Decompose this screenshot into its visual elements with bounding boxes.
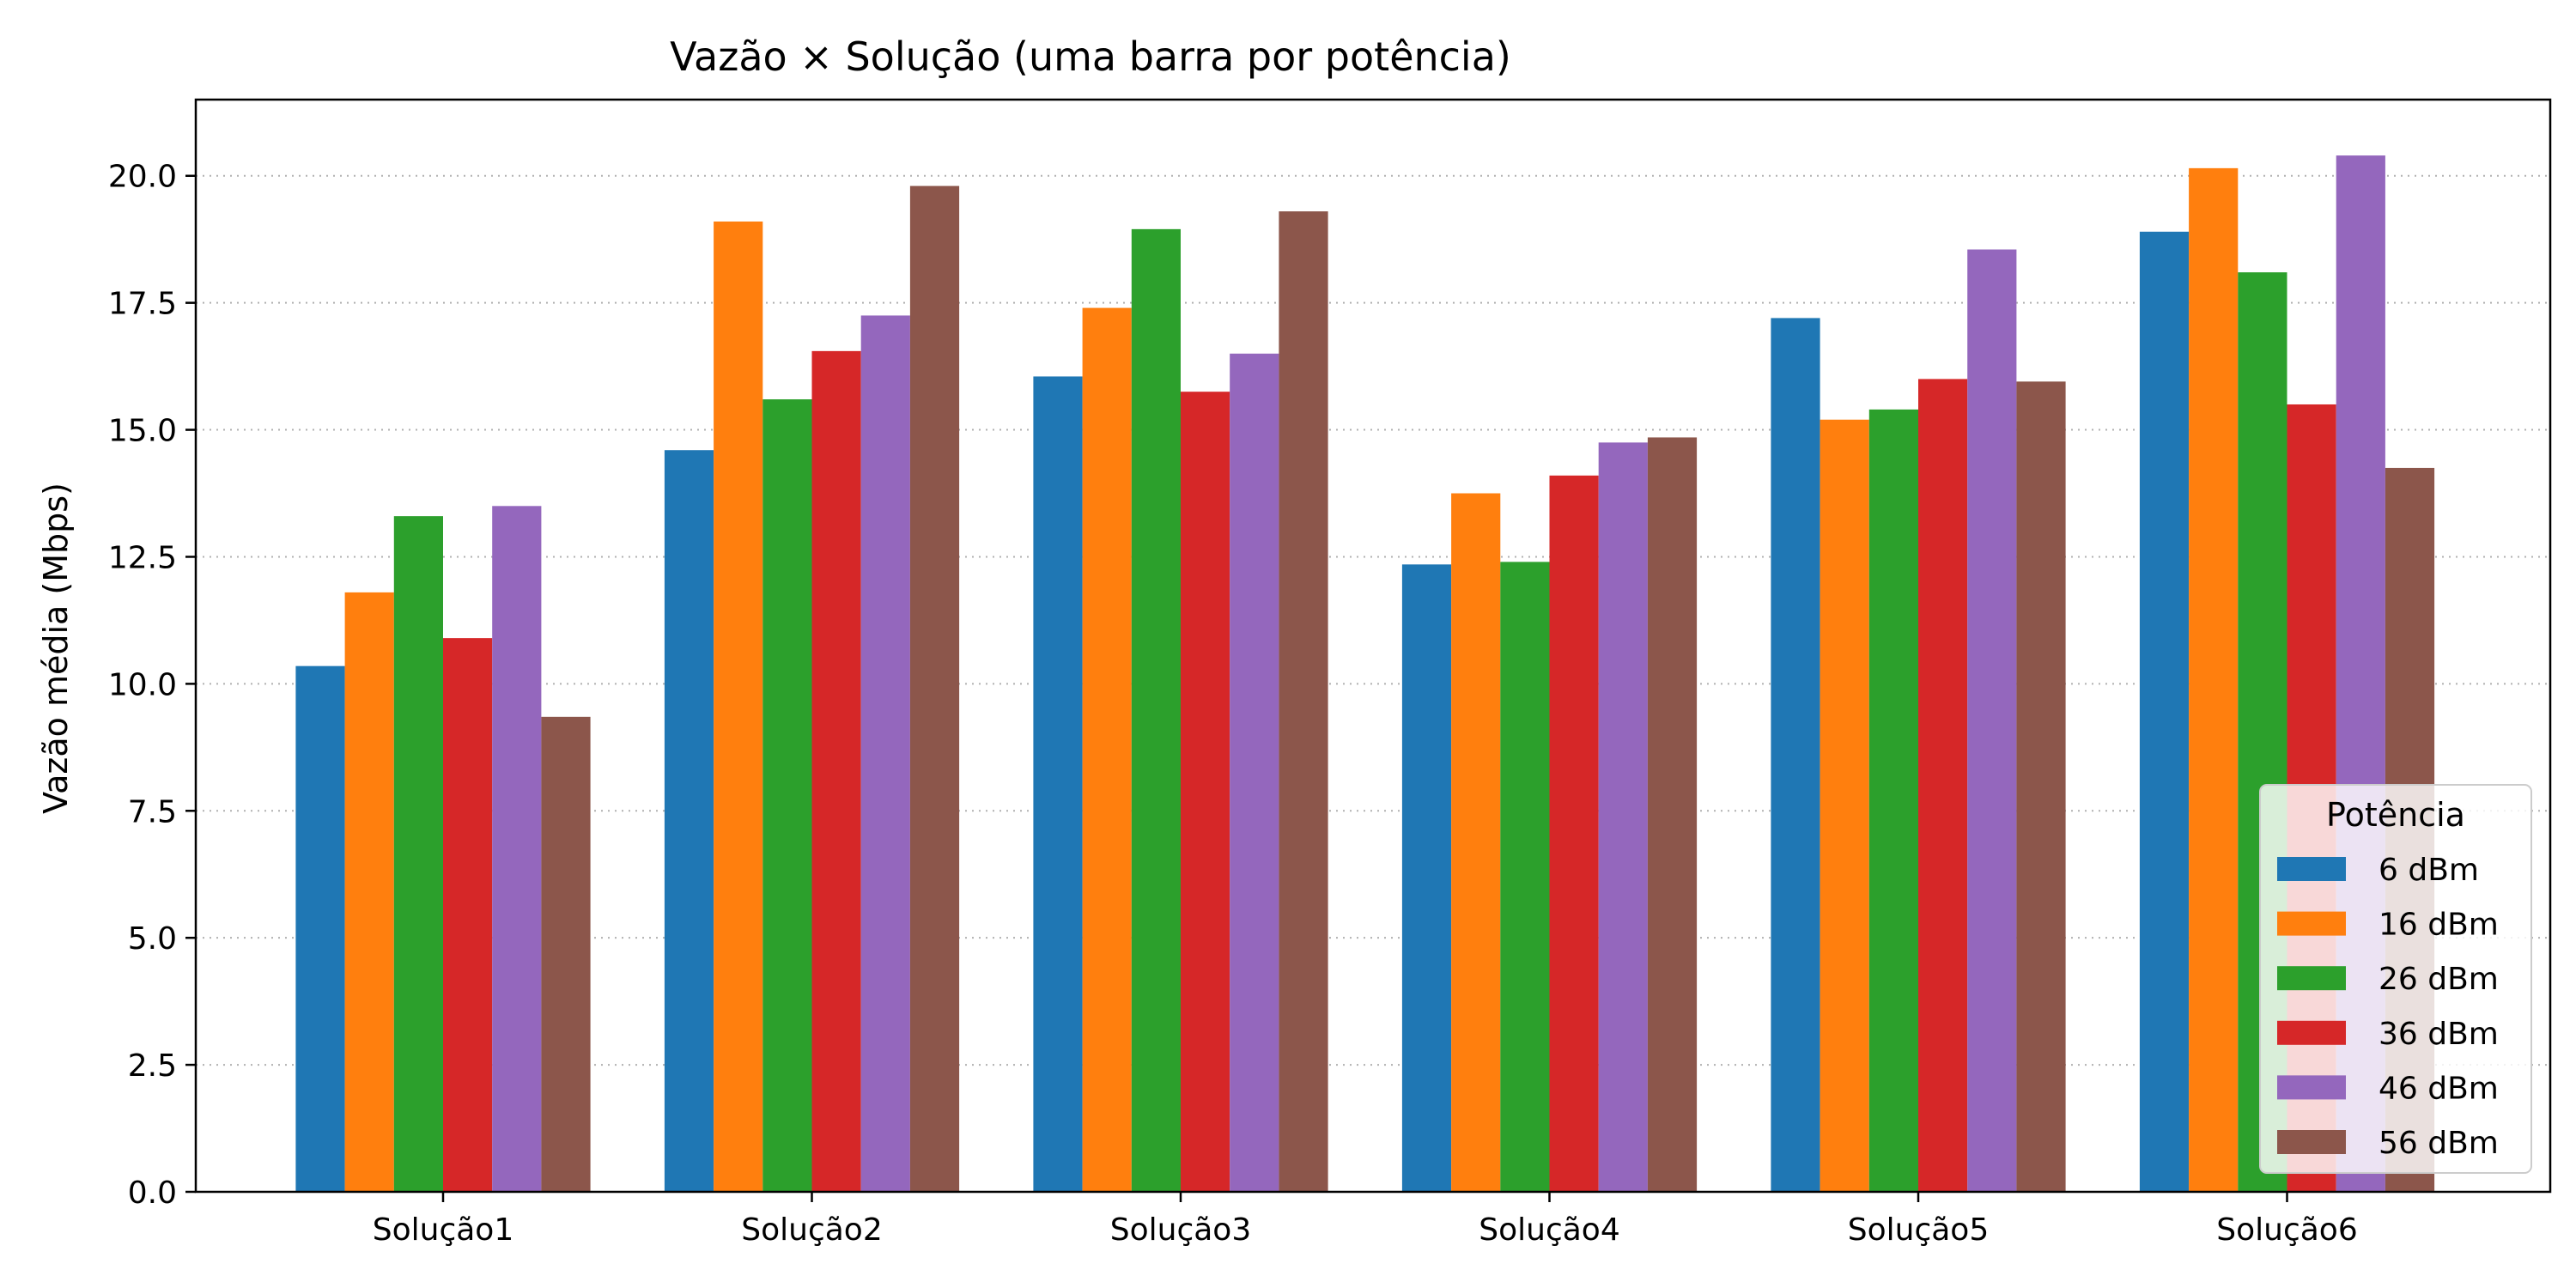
y-tick-label: 2.5 bbox=[128, 1048, 177, 1084]
bar-Solução2-46dBm bbox=[860, 315, 910, 1192]
plot-area-frame bbox=[194, 98, 2552, 1194]
legend-title: Potência bbox=[2326, 796, 2465, 834]
bar-Solução2-16dBm bbox=[714, 221, 763, 1192]
x-tick-label: Solução4 bbox=[1479, 1212, 1619, 1248]
bar-Solução3-16dBm bbox=[1082, 307, 1132, 1193]
bar-Solução5-6dBm bbox=[1771, 318, 1820, 1192]
x-tick-label: Solução6 bbox=[2216, 1212, 2357, 1248]
bar-Solução1-6dBm bbox=[295, 665, 345, 1192]
legend-entry-label: 16 dBm bbox=[2379, 908, 2499, 943]
bar-Solução3-36dBm bbox=[1181, 392, 1230, 1192]
bar-Solução3-6dBm bbox=[1033, 376, 1083, 1192]
bar-Solução4-46dBm bbox=[1598, 442, 1648, 1192]
legend-swatch bbox=[2277, 1130, 2346, 1154]
x-tick-label: Solução5 bbox=[1848, 1212, 1989, 1248]
legend-swatch bbox=[2277, 966, 2346, 991]
legend: Potência 6 dBm 16 dBm 26 dBm 36 dBm 46 dBm 56… bbox=[2259, 784, 2532, 1174]
bar-Solução6-6dBm bbox=[2139, 231, 2190, 1192]
legend-items: 6 dBm 16 dBm 26 dBm 36 dBm 46 dBm 56 dBm bbox=[2277, 853, 2499, 1161]
bar-Solução4-36dBm bbox=[1549, 475, 1599, 1192]
bar-Solução3-56dBm bbox=[1279, 211, 1328, 1192]
x-tick-label: Solução2 bbox=[741, 1212, 882, 1248]
y-tick-label: 7.5 bbox=[128, 794, 177, 829]
x-tick-label: Solução3 bbox=[1110, 1212, 1251, 1248]
x-axis-ticks: Solução1 Solução2 Solução3 Solução4 Solução5… bbox=[373, 1192, 2358, 1248]
legend-entry-label: 6 dBm bbox=[2379, 853, 2479, 888]
bar-Solução2-56dBm bbox=[909, 185, 960, 1192]
y-tick-label: 20.0 bbox=[108, 160, 177, 195]
bar-Solução1-36dBm bbox=[443, 638, 493, 1192]
legend-swatch bbox=[2277, 857, 2346, 881]
y-axis-label: Vazão média (Mbps) bbox=[37, 483, 75, 814]
legend-entry-label: 26 dBm bbox=[2379, 962, 2499, 997]
bar-Solução4-56dBm bbox=[1647, 437, 1698, 1192]
bar-Solução5-36dBm bbox=[1918, 379, 1968, 1192]
y-tick-label: 10.0 bbox=[108, 667, 177, 702]
y-tick-label: 0.0 bbox=[128, 1176, 177, 1211]
bar-Solução4-16dBm bbox=[1451, 493, 1501, 1192]
x-tick-label: Solução1 bbox=[373, 1212, 513, 1248]
y-axis-ticks: 0.0 2.5 5.0 7.5 10.0 12.5 15.0 17.5 20.0 bbox=[108, 160, 196, 1211]
bar-Solução1-56dBm bbox=[541, 716, 591, 1192]
bar-Solução1-46dBm bbox=[492, 506, 542, 1192]
bar-Solução3-26dBm bbox=[1131, 228, 1181, 1192]
bar-Solução1-16dBm bbox=[344, 592, 394, 1192]
bar-Solução3-46dBm bbox=[1230, 353, 1279, 1192]
bar-Solução5-26dBm bbox=[1868, 409, 1918, 1192]
bars bbox=[295, 155, 2435, 1193]
legend-swatch bbox=[2277, 1020, 2346, 1045]
bar-Solução6-16dBm bbox=[2189, 167, 2239, 1193]
legend-entry-label: 46 dBm bbox=[2379, 1071, 2499, 1106]
legend-swatch bbox=[2277, 911, 2346, 936]
bar-Solução2-26dBm bbox=[762, 399, 812, 1193]
y-tick-label: 15.0 bbox=[108, 414, 177, 449]
legend-entry-label: 56 dBm bbox=[2379, 1126, 2499, 1161]
bar-Solução5-56dBm bbox=[2016, 381, 2066, 1192]
bar-Solução4-6dBm bbox=[1401, 564, 1452, 1192]
legend-entry-label: 36 dBm bbox=[2379, 1017, 2499, 1052]
bar-Solução5-16dBm bbox=[1820, 419, 1869, 1192]
legend-swatch bbox=[2277, 1075, 2346, 1100]
y-tick-label: 17.5 bbox=[108, 287, 177, 322]
bar-Solução4-26dBm bbox=[1500, 562, 1550, 1192]
bar-Solução1-26dBm bbox=[393, 516, 443, 1192]
bar-Solução2-36dBm bbox=[811, 350, 861, 1192]
bar-Solução5-46dBm bbox=[1967, 249, 2017, 1192]
bar-Solução2-6dBm bbox=[664, 450, 714, 1192]
y-tick-label: 12.5 bbox=[108, 540, 177, 575]
chart-title: Vazão × Solução (uma barra por potência) bbox=[670, 33, 1511, 80]
y-tick-label: 5.0 bbox=[128, 921, 177, 957]
